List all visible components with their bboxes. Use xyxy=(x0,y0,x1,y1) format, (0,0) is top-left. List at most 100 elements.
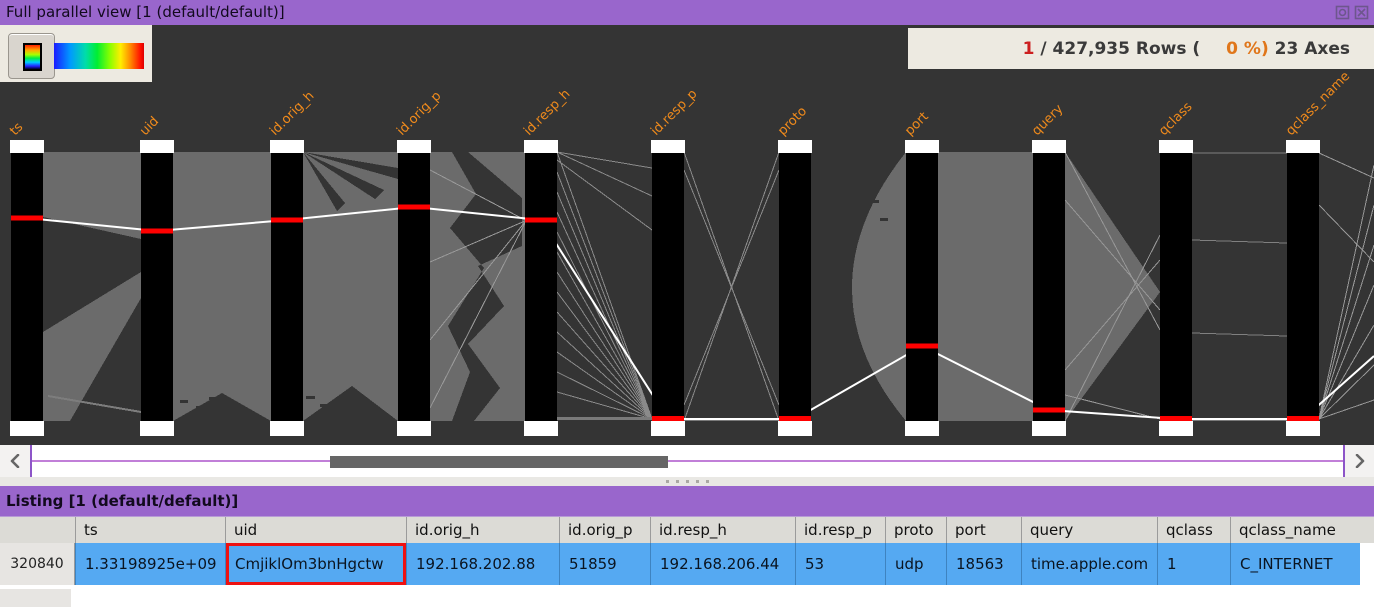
row-index-cell[interactable]: 320840 xyxy=(0,543,75,585)
cell-id.orig_h[interactable]: 192.168.202.88 xyxy=(406,543,559,585)
column-header-qclass_name[interactable]: qclass_name xyxy=(1230,517,1360,543)
parallel-plot-svg[interactable]: ts uid id.orig_h id.orig_p id.resp_h id.resp_… xyxy=(0,25,1374,445)
cell-qclass_name[interactable]: C_INTERNET xyxy=(1230,543,1360,585)
selected-value-tick xyxy=(1033,407,1065,413)
axis-bottom-cap xyxy=(1286,421,1320,436)
axis-label[interactable]: id.resp_h xyxy=(521,87,573,139)
axis-bottom-cap xyxy=(10,421,44,436)
track-start-marker xyxy=(30,445,32,477)
axis-label[interactable]: proto xyxy=(775,104,810,139)
colormap-button[interactable] xyxy=(8,33,55,79)
axis-label[interactable]: id.orig_h xyxy=(267,89,317,139)
cell-id.resp_p[interactable]: 53 xyxy=(795,543,885,585)
axis-top-cap xyxy=(651,140,685,153)
axis-label[interactable]: uid xyxy=(137,114,162,139)
row-index-header[interactable] xyxy=(0,517,75,543)
axis-bar[interactable] xyxy=(141,152,173,421)
scrollbar-thumb[interactable] xyxy=(330,456,668,468)
close-window-icon[interactable] xyxy=(1354,5,1369,20)
scroll-left-button[interactable] xyxy=(0,445,30,477)
stats-separator: / xyxy=(1034,38,1053,59)
selected-value-tick xyxy=(652,416,684,421)
cell-query[interactable]: time.apple.com xyxy=(1021,543,1157,585)
axis-ts[interactable]: ts xyxy=(7,120,44,436)
axis-bar[interactable] xyxy=(1033,152,1065,421)
axis-top-cap xyxy=(397,140,431,153)
horizontal-scrollbar[interactable] xyxy=(0,445,1374,477)
cell-uid[interactable]: CmjiklOm3bnHgctw xyxy=(225,543,406,585)
total-rows-label: 427,935 Rows ( xyxy=(1052,38,1201,59)
parallel-coordinates-canvas[interactable]: ts uid id.orig_h id.orig_p id.resp_h id.resp_… xyxy=(0,25,1374,445)
colormap-toolbar xyxy=(0,25,152,82)
axis-bar[interactable] xyxy=(271,152,303,421)
column-header-id.resp_p[interactable]: id.resp_p xyxy=(795,517,885,543)
column-header-qclass[interactable]: qclass xyxy=(1157,517,1230,543)
axis-label[interactable]: id.resp_p xyxy=(648,87,700,139)
axis-bottom-cap xyxy=(651,421,685,436)
listing-header-row: ts uid id.orig_h id.orig_p id.resp_h id.resp_… xyxy=(0,516,1374,543)
cell-port[interactable]: 18563 xyxy=(946,543,1021,585)
cell-qclass[interactable]: 1 xyxy=(1157,543,1230,585)
axis-bottom-cap xyxy=(270,421,304,436)
axis-bar[interactable] xyxy=(398,152,430,421)
axis-label[interactable]: query xyxy=(1029,101,1066,138)
chevron-right-icon xyxy=(1355,454,1364,468)
chevron-left-icon xyxy=(10,454,20,468)
cell-proto[interactable]: udp xyxy=(885,543,946,585)
selected-row-line xyxy=(26,205,1374,420)
column-header-query[interactable]: query xyxy=(1021,517,1157,543)
cell-ts[interactable]: 1.33198925e+09 xyxy=(75,543,225,585)
column-header-proto[interactable]: proto xyxy=(885,517,946,543)
column-header-id.orig_h[interactable]: id.orig_h xyxy=(406,517,559,543)
axis-top-cap xyxy=(140,140,174,153)
axis-qclass_name[interactable]: qclass_name xyxy=(1283,69,1353,436)
colormap-gradient-bar[interactable] xyxy=(54,43,144,69)
selected-value-tick xyxy=(1160,416,1192,421)
selected-value-tick xyxy=(779,416,811,421)
axis-bar[interactable] xyxy=(525,152,557,421)
track-end-marker xyxy=(1343,445,1345,477)
axis-bar[interactable] xyxy=(652,152,684,421)
column-header-ts[interactable]: ts xyxy=(75,517,225,543)
axis-bottom-cap xyxy=(778,421,812,436)
scroll-right-button[interactable] xyxy=(1345,445,1374,477)
parallel-view-titlebar: Full parallel view [1 (default/default)] xyxy=(0,0,1374,25)
selected-value-tick xyxy=(906,343,938,349)
float-window-icon[interactable] xyxy=(1335,5,1350,20)
axis-top-cap xyxy=(524,140,558,153)
axis-port[interactable]: port xyxy=(902,109,939,436)
axis-bar[interactable] xyxy=(906,152,938,421)
axis-label[interactable]: qclass_name xyxy=(1283,69,1353,139)
axis-id.resp_h[interactable]: id.resp_h xyxy=(521,87,573,436)
selected-value-tick xyxy=(141,228,173,234)
axis-bar[interactable] xyxy=(779,152,811,421)
axis-bar[interactable] xyxy=(1287,152,1319,421)
axis-bar[interactable] xyxy=(11,152,43,421)
axis-bottom-cap xyxy=(397,421,431,436)
axis-label[interactable]: ts xyxy=(7,120,26,139)
table-row[interactable]: 320840 1.33198925e+09 CmjiklOm3bnHgctw 192.… xyxy=(0,543,1374,585)
scrollbar-guide-line xyxy=(30,460,1345,462)
column-header-id.resp_h[interactable]: id.resp_h xyxy=(650,517,795,543)
column-header-uid[interactable]: uid xyxy=(225,517,406,543)
column-header-id.orig_p[interactable]: id.orig_p xyxy=(559,517,650,543)
axis-label[interactable]: id.orig_p xyxy=(394,89,444,139)
axis-label[interactable]: qclass xyxy=(1156,99,1195,138)
axis-bottom-cap xyxy=(1032,421,1066,436)
cell-id.resp_h[interactable]: 192.168.206.44 xyxy=(650,543,795,585)
scrollbar-track[interactable] xyxy=(30,445,1345,477)
axis-uid[interactable]: uid xyxy=(137,114,174,436)
column-header-port[interactable]: port xyxy=(946,517,1021,543)
axis-query[interactable]: query xyxy=(1029,101,1067,436)
window-controls xyxy=(1335,5,1369,20)
density-polygons xyxy=(43,151,1374,422)
axis-top-cap xyxy=(1286,140,1320,153)
axis-label[interactable]: port xyxy=(902,109,931,138)
axis-qclass[interactable]: qclass xyxy=(1156,99,1196,436)
cell-id.orig_p[interactable]: 51859 xyxy=(559,543,650,585)
pane-splitter-handle[interactable] xyxy=(0,477,1374,486)
axis-proto[interactable]: proto xyxy=(775,104,812,436)
axis-bar[interactable] xyxy=(1160,152,1192,421)
axis-top-cap xyxy=(778,140,812,153)
